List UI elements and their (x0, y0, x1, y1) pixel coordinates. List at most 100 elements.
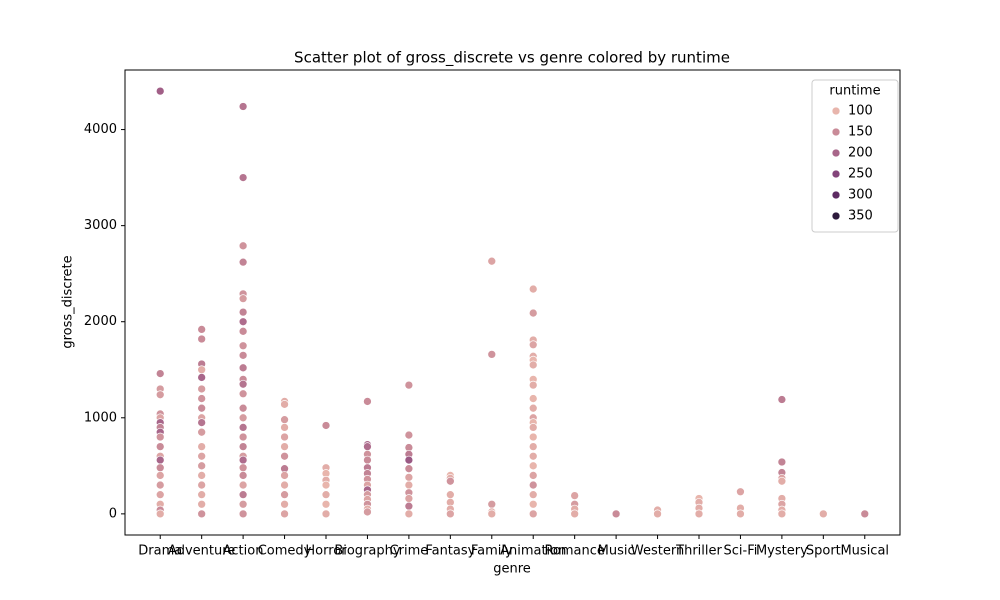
point (528, 509, 538, 519)
legend-label: 150 (848, 125, 873, 140)
point (238, 490, 248, 499)
legend-label: 350 (848, 209, 873, 224)
point (404, 430, 414, 440)
x-tick-label: Crime (390, 544, 429, 559)
point (238, 389, 248, 399)
point (321, 499, 331, 509)
point (528, 432, 538, 442)
legend: runtime 100 150 200 250 300 350 (811, 79, 899, 233)
point (197, 325, 207, 334)
x-tick-label: Adventure (168, 544, 235, 559)
point (528, 471, 538, 480)
point (197, 418, 207, 427)
point (238, 257, 248, 267)
point (321, 490, 331, 499)
point (197, 403, 207, 413)
point (487, 509, 497, 519)
legend-marker (831, 190, 841, 200)
point (280, 442, 289, 451)
point (321, 509, 331, 519)
x-tick-label: Animation (500, 544, 566, 559)
point (363, 455, 372, 465)
point (155, 442, 165, 451)
point (404, 380, 414, 390)
point (197, 442, 207, 451)
point (155, 463, 165, 473)
point (528, 360, 538, 370)
point (445, 509, 455, 519)
point (280, 415, 289, 425)
legend-marker (831, 169, 841, 179)
point (238, 499, 248, 509)
point (238, 102, 248, 111)
point (197, 490, 207, 499)
x-tick-label: Thriller (675, 544, 722, 559)
y-tick-label: 3000 (84, 218, 117, 233)
y-tick-label: 2000 (84, 314, 117, 329)
point (155, 455, 165, 465)
point (197, 461, 207, 471)
legend-marker (831, 211, 841, 221)
point (155, 471, 165, 480)
point (404, 480, 414, 490)
point (197, 509, 207, 519)
point (280, 451, 289, 461)
point (487, 350, 497, 359)
point (238, 341, 248, 351)
x-tick-label: Action (223, 544, 264, 559)
x-tick-label: Romance (544, 544, 604, 559)
point (694, 509, 704, 519)
point (736, 487, 745, 497)
point (487, 256, 497, 266)
point (321, 421, 331, 430)
point (280, 490, 289, 499)
point (197, 384, 207, 394)
point (197, 451, 207, 461)
y-axis-label: gross_discrete (61, 255, 76, 348)
x-tick-label: Music (598, 544, 635, 559)
point (528, 499, 538, 509)
point (445, 490, 455, 499)
legend-marker (831, 148, 841, 158)
point (197, 394, 207, 403)
x-tick-label: Western (631, 544, 684, 559)
point (197, 365, 207, 375)
legend-marker (831, 106, 841, 116)
legend-marker (831, 127, 841, 137)
x-tick-label: Sport (806, 544, 841, 559)
x-tick-label: Comedy (258, 544, 312, 559)
point (528, 403, 538, 413)
point (404, 455, 414, 465)
point (155, 509, 165, 519)
point (238, 307, 248, 317)
point (238, 509, 248, 519)
plot-frame (124, 69, 901, 536)
point (155, 86, 165, 96)
point (238, 471, 248, 480)
point (238, 326, 248, 336)
point (238, 241, 248, 251)
point (777, 509, 787, 519)
point (736, 509, 745, 519)
legend-title: runtime (829, 84, 880, 99)
point (363, 397, 372, 406)
point (238, 379, 248, 389)
point (528, 490, 538, 499)
point (404, 494, 414, 503)
point (570, 491, 580, 500)
point (445, 476, 455, 486)
point (363, 507, 372, 517)
x-axis-label: genre (493, 562, 531, 577)
point (197, 480, 207, 490)
point (238, 317, 248, 327)
point (238, 432, 248, 442)
point (528, 480, 538, 490)
x-tick-label: Family (471, 544, 513, 559)
point (860, 509, 870, 519)
legend-label: 300 (848, 188, 873, 203)
point (363, 442, 372, 451)
point (197, 427, 207, 437)
point (280, 399, 289, 409)
point (528, 394, 538, 403)
